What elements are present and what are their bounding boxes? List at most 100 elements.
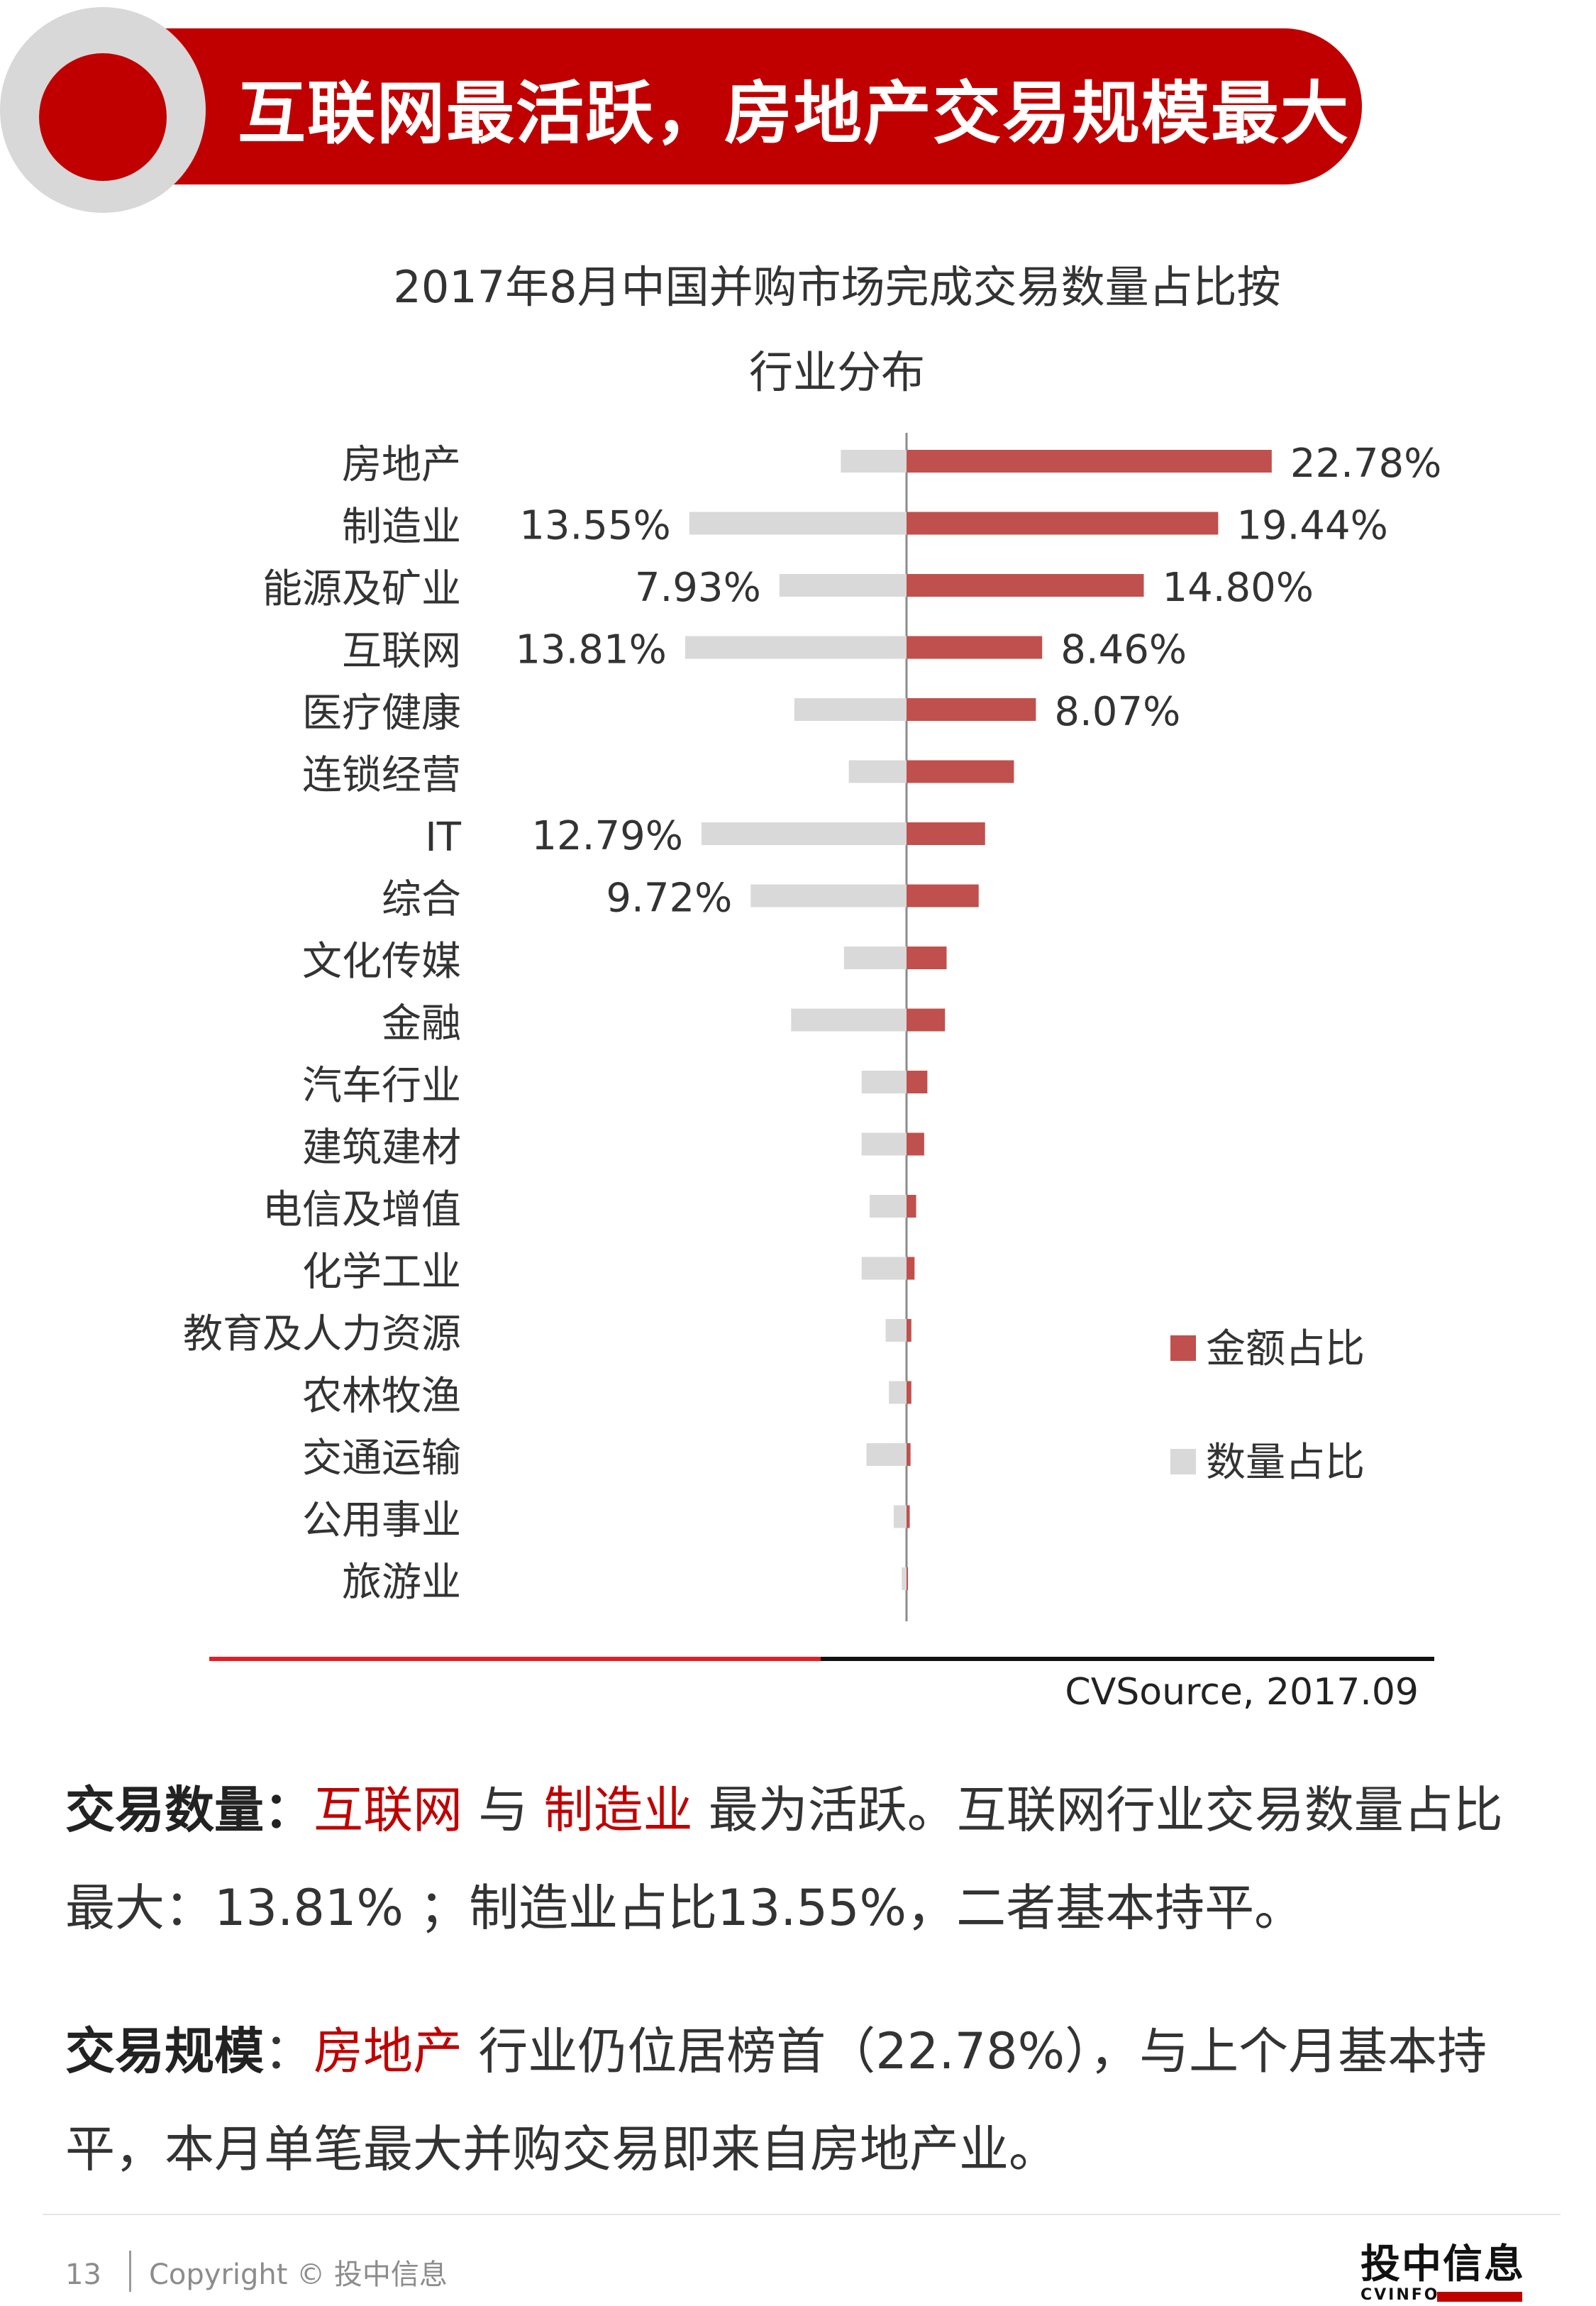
category-label: 综合	[382, 877, 461, 923]
bar-amount-share	[907, 574, 1144, 597]
bar-count-share	[861, 1257, 907, 1280]
data-label-count: 9.72%	[606, 876, 732, 922]
bar-amount-share	[907, 947, 947, 969]
bar-amount-share	[907, 1195, 916, 1218]
category-label: 金融	[382, 1001, 461, 1047]
bar-count-share	[750, 884, 907, 907]
data-label-count: 12.79%	[531, 813, 683, 859]
legend-label: 金额占比	[1206, 1326, 1365, 1372]
para2-highlight-realestate: 房地产	[314, 2022, 462, 2080]
bar-count-share	[893, 1505, 907, 1528]
data-label-amount: 19.44%	[1236, 503, 1388, 549]
category-label: 交通运输	[302, 1435, 461, 1482]
paragraph-deal-size: 交易规模：房地产 行业仍位居榜首（22.78%），与上个月基本持平，本月单笔最大…	[65, 2002, 1541, 2198]
category-label: 公用事业	[302, 1498, 461, 1544]
data-label-amount: 8.46%	[1060, 627, 1187, 673]
page-title: 互联网最活跃，房地产交易规模最大	[238, 74, 1350, 153]
bar-count-share	[779, 574, 907, 597]
banner-circle-icon	[0, 7, 206, 213]
category-label: 连锁经营	[302, 753, 461, 799]
para1-text-2: 最为活跃。互联网行业交易数量占比最大：13.81% ；制造业占比13.55%，二…	[65, 1781, 1503, 1937]
copyright-text: Copyright © 投中信息	[149, 2258, 448, 2291]
bar-count-share	[861, 1071, 907, 1093]
category-label: 文化传媒	[302, 939, 461, 985]
bar-count-share	[685, 636, 907, 659]
category-label: 互联网	[342, 629, 461, 675]
banner-circle-inner	[39, 53, 167, 181]
para2-lead: 交易规模	[65, 2022, 264, 2080]
bar-count-share	[861, 1132, 907, 1156]
para2-text-1: 行业仍位居榜首（22.78%），与上个月基本持平，本月单笔最大并购交易即来自房地…	[65, 2022, 1487, 2178]
data-label-count: 13.55%	[519, 503, 671, 549]
logo-red-bar	[1437, 2292, 1522, 2302]
footer-divider	[43, 2214, 1561, 2215]
bar-count-share	[866, 1443, 907, 1466]
bar-amount-share	[907, 1132, 924, 1156]
bar-amount-share	[907, 698, 1036, 721]
chart-title: 2017年8月中国并购市场完成交易数量占比按 行业分布	[270, 245, 1404, 415]
page-number: 13	[65, 2258, 101, 2291]
bar-amount-share	[907, 450, 1272, 473]
chart-title-line-2: 行业分布	[748, 346, 925, 398]
category-label: 电信及增值	[262, 1187, 461, 1233]
bar-amount-share	[907, 512, 1219, 535]
bar-amount-share	[907, 822, 985, 845]
bar-amount-share	[907, 1319, 911, 1342]
bar-amount-share	[907, 884, 979, 907]
bar-count-share	[794, 698, 907, 721]
para1-lead: 交易数量：	[65, 1781, 314, 1839]
bar-count-share	[889, 1381, 907, 1404]
cvinfo-logo: 投中信息 CVINFO	[1361, 2242, 1538, 2306]
para2-colon: ：	[264, 2022, 314, 2080]
bar-count-share	[902, 1567, 907, 1590]
bar-count-share	[843, 947, 907, 969]
bar-amount-share	[907, 760, 1014, 783]
legend-label: 数量占比	[1206, 1440, 1365, 1486]
bar-amount-share	[907, 636, 1043, 659]
data-label-amount: 22.78%	[1290, 441, 1442, 487]
footer-separator	[129, 2251, 131, 2292]
para1-highlight-manufacturing: 制造业	[543, 1781, 693, 1839]
logo-text-cn: 投中信息	[1361, 2241, 1525, 2288]
data-label-amount: 14.80%	[1162, 565, 1314, 611]
bar-amount-share	[907, 1257, 915, 1280]
bar-count-share	[791, 1008, 907, 1032]
data-label-amount: 8.07%	[1054, 689, 1180, 735]
data-label-count: 7.93%	[635, 565, 761, 611]
legend-swatch	[1170, 1335, 1196, 1361]
para1-highlight-internet: 互联网	[314, 1781, 462, 1839]
para1-text-1: 与	[462, 1781, 544, 1839]
category-label: 制造业	[342, 504, 461, 551]
category-label: 农林牧渔	[302, 1374, 461, 1420]
source-divider-black	[821, 1657, 1434, 1661]
chart-source: CVSource, 2017.09	[1065, 1671, 1419, 1714]
bar-count-share	[689, 512, 907, 535]
legend-swatch	[1170, 1449, 1196, 1474]
bar-amount-share	[907, 1567, 908, 1590]
bar-amount-share	[907, 1443, 911, 1466]
category-label: 旅游业	[342, 1560, 461, 1606]
bar-amount-share	[907, 1071, 928, 1093]
category-label: 房地产	[342, 442, 461, 488]
category-label: 汽车行业	[302, 1063, 461, 1109]
bar-count-share	[701, 822, 907, 845]
bar-count-share	[870, 1195, 907, 1218]
bar-amount-share	[907, 1008, 946, 1032]
category-label: 能源及矿业	[262, 566, 461, 612]
title-banner	[50, 28, 1362, 184]
bar-count-share	[885, 1319, 907, 1342]
bar-amount-share	[907, 1381, 911, 1404]
category-label: 医疗健康	[302, 690, 461, 737]
category-label: IT	[425, 815, 462, 861]
bar-amount-share	[907, 1505, 910, 1528]
logo-text-en: CVINFO	[1361, 2286, 1440, 2304]
bar-count-share	[848, 760, 907, 783]
chart-title-line-1: 2017年8月中国并购市场完成交易数量占比按	[393, 261, 1281, 313]
data-label-count: 13.81%	[515, 627, 667, 673]
category-label: 化学工业	[302, 1249, 461, 1296]
source-divider-red	[209, 1657, 821, 1661]
bar-count-share	[841, 450, 907, 473]
category-label: 建筑建材	[302, 1125, 461, 1171]
paragraph-deal-count: 交易数量：互联网 与 制造业 最为活跃。互联网行业交易数量占比最大：13.81%…	[65, 1761, 1541, 1957]
